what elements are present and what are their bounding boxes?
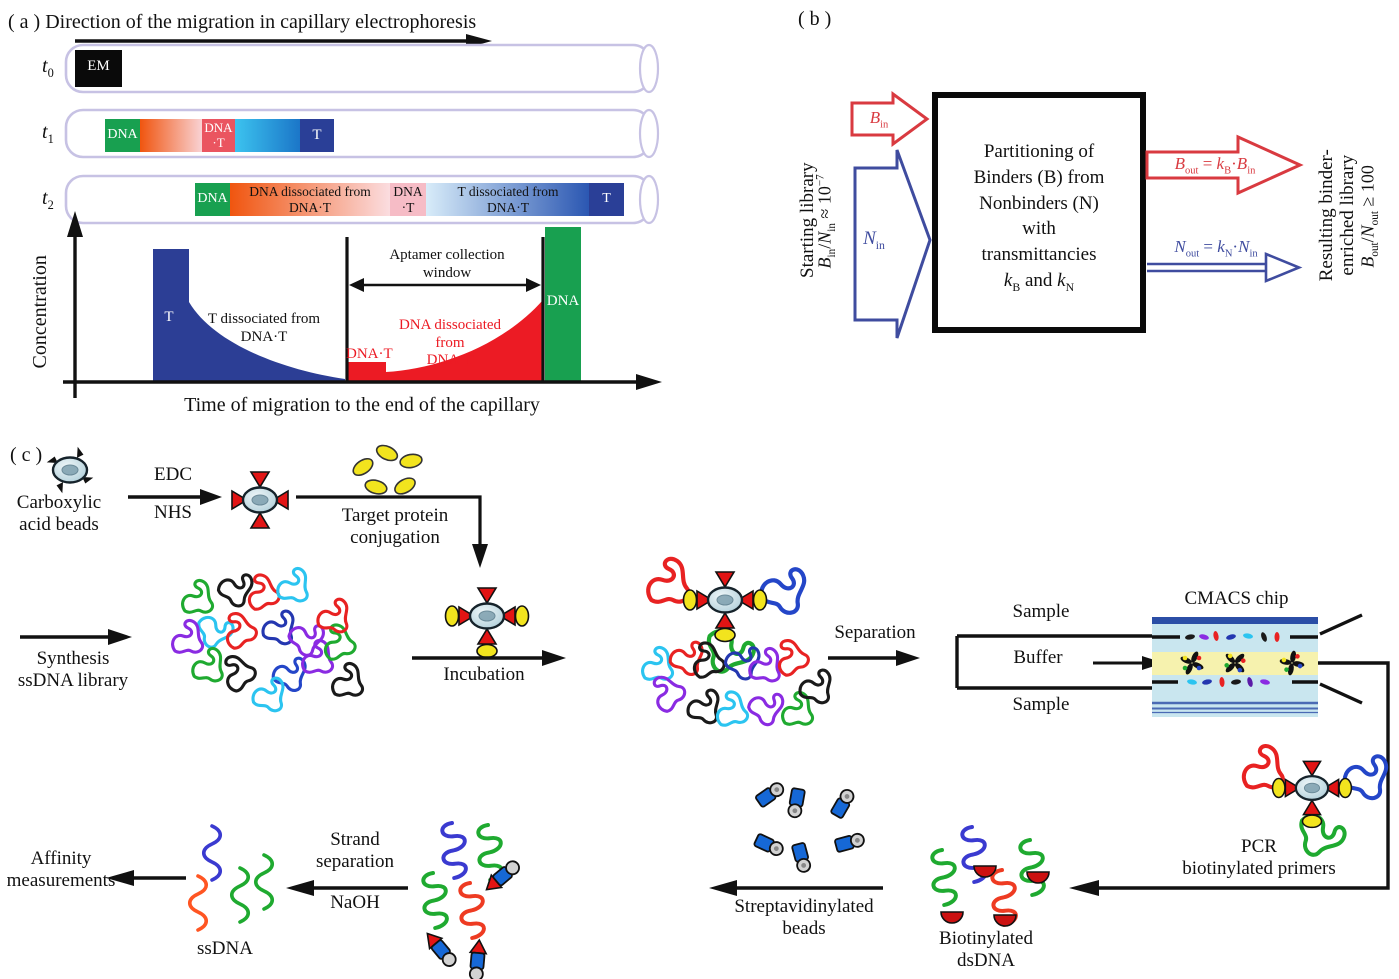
capillary-tube-t1: [64, 108, 660, 159]
ssdna-strands-icon: [187, 824, 275, 932]
separation-arrow: [828, 650, 920, 666]
edc-nhs-arrow: [128, 489, 222, 505]
unbound-dna-cluster: [641, 632, 839, 730]
b-in-label: Bin: [869, 108, 889, 131]
n-out-equation: Nout = kN·Nin: [1174, 237, 1258, 260]
edc-label: EDC: [154, 464, 192, 485]
band-dna-dissociated: [230, 183, 390, 216]
electropherogram-plot: [63, 211, 662, 398]
plot-t-dissociated-label: T dissociated from DNA·T: [207, 311, 321, 345]
capillary-tube-t0: [64, 43, 660, 94]
plot-dnat-label: DNA·T: [346, 346, 393, 362]
em-plug: [75, 50, 122, 87]
capillary-tube-t2: [64, 174, 660, 225]
partitioning-box-text: Partitioning of Binders (B) from Nonbind…: [973, 141, 1105, 294]
biotinylated-dsdna-icon: [930, 825, 1050, 927]
t2-dna-label: DNA: [197, 191, 228, 206]
t2-t-dissociated-label: T dissociated from DNA·T: [457, 184, 559, 215]
band-dna: [105, 119, 140, 152]
plot-aptamer-window-label: Aptamer collection window: [389, 247, 505, 281]
plot-x-axis-label: Time of migration to the end of the capi…: [184, 394, 540, 416]
activated-bead-icon: [231, 471, 289, 529]
incubation-label: Incubation: [443, 664, 525, 685]
plot-y-axis-label: Concentration: [29, 255, 52, 369]
incubation-arrow: [412, 650, 566, 666]
affinity-measurements-label: Affinity measurements: [6, 848, 116, 892]
cmacs-chip-icon: [1152, 613, 1363, 717]
dna-peak-bar: [545, 227, 581, 381]
target-protein-icons: [349, 441, 424, 498]
band-dna-dissociating: [140, 119, 202, 152]
t2-t-label: T: [602, 191, 611, 206]
pcr-label: PCR biotinylated primers: [1182, 836, 1336, 880]
conjugated-bead-icon: [444, 587, 530, 659]
naoh-label: NaOH: [330, 892, 380, 913]
carboxylic-bead-icon: [46, 446, 94, 494]
streptavidin-beads-icons: [752, 779, 867, 875]
strand-separation-arrow: [286, 880, 408, 896]
target-protein-conjugation-label: Target protein conjugation: [341, 505, 449, 549]
nhs-label: NHS: [153, 502, 192, 523]
panel-c-label: ( c ): [10, 444, 43, 466]
synthesis-label: Synthesis ssDNA library: [17, 648, 129, 692]
b-in-arrow: [850, 91, 930, 147]
t1-dna-label: DNA: [107, 127, 138, 142]
affinity-arrow: [106, 870, 186, 886]
em-label: EM: [87, 58, 110, 74]
carboxylic-beads-label: Carboxylic acid beads: [16, 492, 102, 536]
t2-dnat-label: DNA ·T: [393, 184, 423, 215]
panel-a-label: ( a ): [8, 11, 41, 33]
dna-dissociated-area: [348, 300, 543, 381]
ssdna-label: ssDNA: [197, 938, 253, 959]
band-t: [589, 183, 624, 216]
t1-t-label: T: [312, 127, 322, 143]
starting-library-ratio: Bin/Nin ≈ 10−7: [814, 174, 839, 269]
panel-a-title: ( a ) Direction of the migration in capi…: [8, 11, 477, 33]
band-dna-t-complex: [202, 119, 235, 152]
time-label-t2: t2: [42, 187, 54, 212]
buffer-label: Buffer: [1013, 647, 1063, 668]
plot-t-peak-label: T: [164, 309, 174, 325]
band-t: [300, 119, 334, 152]
t2-dna-dissociated-label: DNA dissociated from DNA·T: [249, 184, 371, 215]
n-in-label: Nin: [863, 228, 885, 252]
sample-bottom-label: Sample: [1012, 694, 1070, 715]
synthesis-arrow: [20, 629, 132, 645]
ssdna-library-cluster: [171, 563, 365, 715]
band-dna: [195, 183, 230, 216]
n-in-arrow: [853, 149, 932, 339]
t-peak-area: [153, 249, 345, 381]
n-out-arrow: [1147, 252, 1303, 283]
band-t-dissociating: [235, 119, 300, 152]
t1-dnat-label: DNA ·T: [204, 120, 233, 151]
resulting-library-line2: enriched library: [1336, 154, 1358, 276]
cmacs-chip-label: CMACS chip: [1184, 588, 1289, 609]
dsdna-streptavidin-complex-icon: [420, 821, 524, 979]
chip-inlet-bracket: [955, 634, 1152, 690]
resulting-library-ratio: Bout/Nout ≥ 100: [1357, 165, 1382, 268]
panel-b-label: ( b ): [798, 8, 832, 30]
resulting-library-line1: Resulting binder-: [1315, 149, 1337, 282]
b-out-arrow: [1145, 134, 1304, 196]
b-out-equation: Bout = kB·Bin: [1174, 154, 1256, 177]
plot-dna-peak-label: DNA: [546, 293, 580, 309]
plot-dna-dissociated-label: DNA dissociated from DNA·T: [398, 317, 502, 369]
band-t-dissociated: [426, 183, 589, 216]
biotinylated-dsdna-arrow: [709, 880, 883, 896]
conjugation-arrow: [296, 495, 488, 568]
biotinylated-dsdna-label: Biotinylated dsDNA: [939, 928, 1033, 972]
time-label-t1: t1: [42, 121, 54, 146]
partitioning-box: [932, 92, 1146, 333]
chip-outlet-to-pcr-arrow: [1069, 661, 1390, 896]
time-label-t0: t0: [42, 55, 54, 80]
band-dna-t-complex: [390, 183, 426, 216]
strand-separation-label: Strand separation: [315, 829, 395, 873]
streptavidinylated-beads-label: Streptavidinylated beads: [734, 896, 874, 940]
sample-top-label: Sample: [1012, 601, 1070, 622]
separation-label: Separation: [834, 622, 916, 643]
